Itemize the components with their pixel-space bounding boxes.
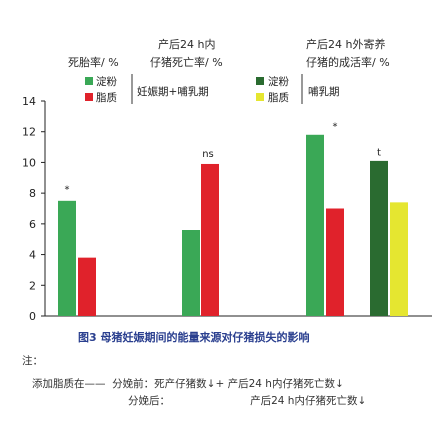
bar bbox=[182, 230, 200, 316]
bar bbox=[370, 160, 388, 316]
bar bbox=[306, 134, 324, 316]
notes-line1: 添加脂质在—— 分娩前：死产仔猪数↓+ 产后24 h内仔猪死亡数↓ bbox=[32, 377, 344, 390]
significance-label: ns bbox=[202, 149, 214, 160]
y-tick-label: 14 bbox=[22, 95, 36, 108]
y-tick-label: 8 bbox=[29, 187, 36, 200]
legend-label-lipid-lact: 脂质 bbox=[268, 91, 289, 104]
legend-period-left: 妊娠期+哺乳期 bbox=[137, 85, 209, 98]
bar bbox=[58, 200, 76, 316]
legend-label-lipid: 脂质 bbox=[96, 91, 117, 104]
y-tick-label: 12 bbox=[22, 126, 36, 139]
header-g3-line2: 仔猪的成活率/ % bbox=[306, 55, 390, 69]
legend-label-starch: 淀粉 bbox=[96, 75, 117, 88]
y-tick-label: 2 bbox=[29, 279, 36, 292]
legend-swatch-lipid bbox=[85, 93, 93, 101]
notes-line2: 分娩后： 产后24 h内仔猪死亡数↓ bbox=[128, 394, 366, 407]
legend-swatch-lipid-lact bbox=[256, 93, 264, 101]
figure-caption: 图3 母猪妊娠期间的能量来源对仔猪损失的影响 bbox=[78, 330, 309, 344]
legend-swatch-starch-lact bbox=[256, 77, 264, 85]
legend-swatch-starch bbox=[85, 77, 93, 85]
y-tick-label: 10 bbox=[22, 156, 36, 169]
header-g2-line1: 产后24 h内 bbox=[158, 37, 215, 51]
header-g2-line2: 仔猪死亡率/ % bbox=[150, 55, 223, 69]
significance-label: * bbox=[65, 185, 70, 196]
legend-period-right: 哺乳期 bbox=[308, 85, 340, 98]
bar bbox=[390, 202, 408, 316]
y-tick-label: 0 bbox=[29, 310, 36, 323]
header-g3-line1: 产后24 h外寄养 bbox=[306, 37, 385, 51]
significance-label: t bbox=[377, 148, 381, 159]
legend-right: 淀粉 脂质 哺乳期 bbox=[256, 74, 340, 104]
header-g1-line2: 死胎率/ % bbox=[68, 55, 119, 69]
bar bbox=[326, 208, 344, 316]
bar bbox=[201, 163, 219, 316]
notes-label: 注： bbox=[22, 354, 43, 367]
y-tick-label: 6 bbox=[29, 218, 36, 231]
legend-label-starch-lact: 淀粉 bbox=[268, 75, 289, 88]
significance-label: * bbox=[333, 122, 338, 133]
y-tick-label: 4 bbox=[29, 249, 36, 262]
legend-left: 淀粉 脂质 妊娠期+哺乳期 bbox=[85, 74, 209, 104]
bar bbox=[78, 257, 96, 316]
